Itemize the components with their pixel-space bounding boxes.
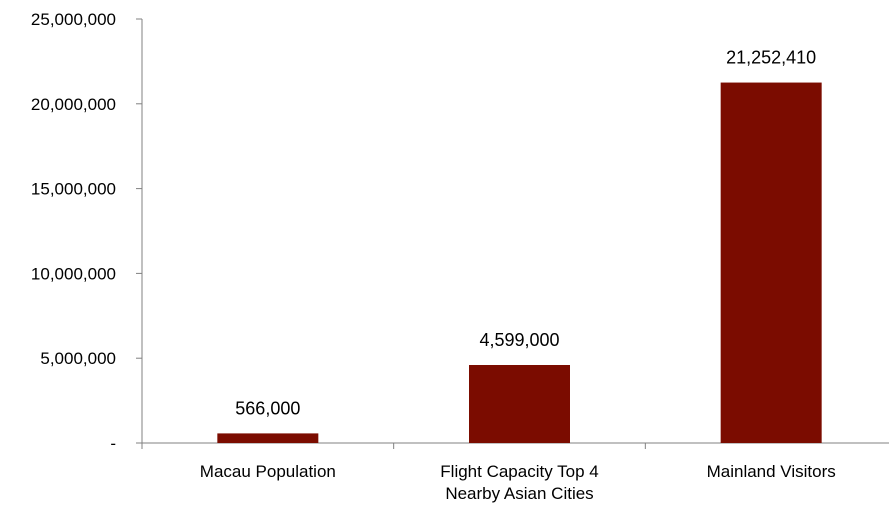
bar	[469, 365, 570, 443]
data-label: 4,599,000	[479, 330, 559, 350]
bar	[217, 433, 319, 443]
y-tick-label: 5,000,000	[40, 349, 116, 368]
data-label: 566,000	[235, 398, 300, 418]
y-tick-label: 10,000,000	[31, 264, 116, 283]
x-category-label: Macau Population	[200, 462, 336, 481]
y-tick-label: 20,000,000	[31, 95, 116, 114]
x-category-label: Flight Capacity Top 4	[440, 462, 598, 481]
x-category-label: Mainland Visitors	[707, 462, 836, 481]
bar	[720, 82, 822, 443]
y-tick-label: 25,000,000	[31, 10, 116, 29]
data-label: 21,252,410	[726, 48, 816, 68]
y-tick-label: 15,000,000	[31, 180, 116, 199]
labels: - 5,000,000 10,000,000 15,000,000 20,000,000…	[31, 10, 836, 503]
bars	[217, 82, 822, 443]
x-category-label: Nearby Asian Cities	[445, 484, 593, 503]
y-tick-label: -	[110, 434, 116, 453]
